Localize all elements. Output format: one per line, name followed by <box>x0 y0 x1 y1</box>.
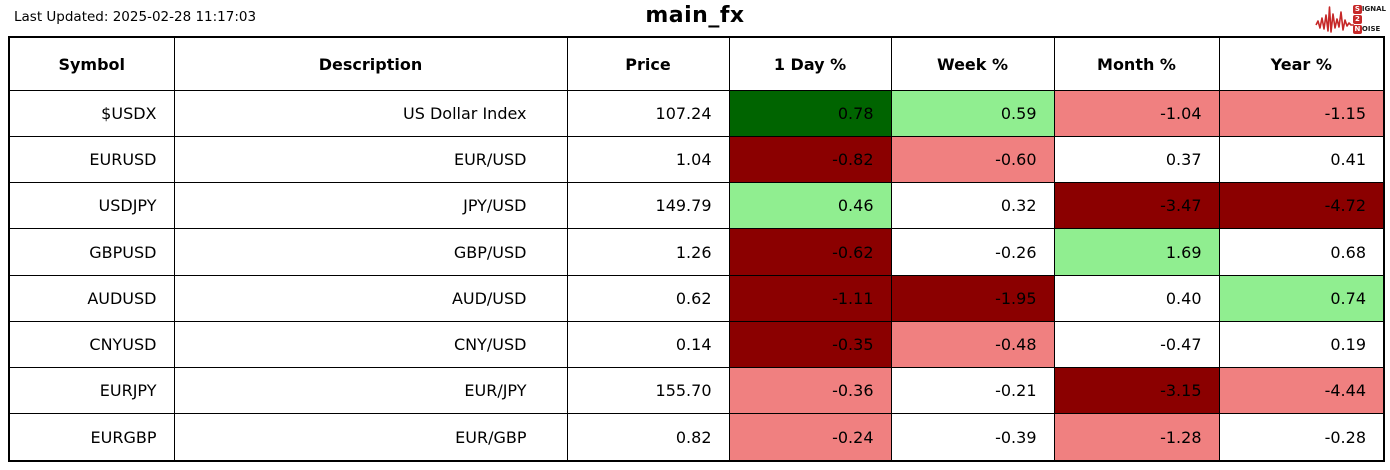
cell-price: 0.14 <box>566 320 730 368</box>
cell-price: 149.79 <box>566 182 730 230</box>
cell-symbol: EURGBP <box>8 413 175 462</box>
cell-1day-pct: -0.62 <box>728 228 892 276</box>
table-row: $USDX US Dollar Index 107.24 0.78 0.59 -1.04-… <box>8 89 1385 138</box>
logo-text: S IGNAL 2 N OISE <box>1352 4 1386 34</box>
cell-month-pct: -3.47 <box>1053 182 1220 230</box>
table-row: EURUSD EUR/USD 1.04 -0.82 -0.60 0.37 0.41 <box>8 136 1385 184</box>
cell-1day-pct: -0.24 <box>728 413 892 462</box>
top-bar: Last Updated: 2025-02-28 11:17:03 main_f… <box>0 0 1390 36</box>
cell-symbol: USDJPY <box>8 182 175 230</box>
cell-description: EUR/GBP <box>173 413 568 462</box>
cell-1day-pct: -0.35 <box>728 320 892 368</box>
fx-table-body: $USDX US Dollar Index 107.24 0.78 0.59 -1.04-… <box>8 89 1385 462</box>
col-header-1day-pct: 1 Day % <box>728 36 892 91</box>
cell-month-pct: -1.28 <box>1053 413 1220 462</box>
cell-week-pct: 0.59 <box>890 89 1055 138</box>
cell-week-pct: -1.95 <box>890 274 1055 322</box>
waveform-icon <box>1315 6 1354 33</box>
col-header-symbol: Symbol <box>8 36 175 91</box>
table-row: EURGBP EUR/GBP 0.82 -0.24 -0.39 -1.28 -0.28 <box>8 413 1385 462</box>
table-row: USDJPY JPY/USD 149.79 0.46 0.32 -3.47 -4.72 <box>8 182 1385 230</box>
table-row: CNYUSD CNY/USD 0.14 -0.35 -0.48 -0.47 0.19 <box>8 320 1385 368</box>
table-row: EURJPY EUR/JPY 155.70 -0.36 -0.21 -3.15 -4.44 <box>8 366 1385 415</box>
cell-symbol: EURUSD <box>8 136 175 184</box>
cell-1day-pct: 0.46 <box>728 182 892 230</box>
cell-price: 107.24 <box>566 89 730 138</box>
cell-symbol: CNYUSD <box>8 320 175 368</box>
col-header-price: Price <box>566 36 730 91</box>
col-header-description: Description <box>173 36 568 91</box>
col-header-month-pct: Month % <box>1053 36 1220 91</box>
cell-year-pct: 0.41 <box>1218 136 1385 184</box>
cell-symbol: AUDUSD <box>8 274 175 322</box>
cell-1day-pct: -1.11 <box>728 274 892 322</box>
cell-description: US Dollar Index <box>173 89 568 138</box>
cell-month-pct: -3.15 <box>1053 366 1220 415</box>
cell-price: 1.04 <box>566 136 730 184</box>
signal2noise-logo: S IGNAL 2 N OISE <box>1315 2 1386 36</box>
fx-table: Symbol Description Price 1 Day % Week % Month… <box>8 36 1385 462</box>
cell-year-pct: -4.72 <box>1218 182 1385 230</box>
cell-year-pct: -0.28 <box>1218 413 1385 462</box>
cell-month-pct: 1.69 <box>1053 228 1220 276</box>
cell-price: 0.82 <box>566 413 730 462</box>
cell-description: EUR/USD <box>173 136 568 184</box>
cell-description: CNY/USD <box>173 320 568 368</box>
table-row: AUDUSD AUD/USD 0.62 -1.11 -1.95 0.40 0.74 <box>8 274 1385 322</box>
logo-signal-rest: IGNAL <box>1361 4 1386 13</box>
cell-year-pct: -1.15 <box>1218 89 1385 138</box>
cell-price: 0.62 <box>566 274 730 322</box>
page-title: main_fx <box>645 3 745 28</box>
cell-1day-pct: -0.82 <box>728 136 892 184</box>
cell-1day-pct: -0.36 <box>728 366 892 415</box>
cell-price: 155.70 <box>566 366 730 415</box>
header-row: Symbol Description Price 1 Day % Week % Month… <box>8 36 1385 91</box>
logo-badge-n: N <box>1352 24 1362 34</box>
cell-symbol: EURJPY <box>8 366 175 415</box>
col-header-year-pct: Year % <box>1218 36 1385 91</box>
cell-1day-pct: 0.78 <box>728 89 892 138</box>
cell-description: AUD/USD <box>173 274 568 322</box>
cell-year-pct: 0.68 <box>1218 228 1385 276</box>
cell-week-pct: -0.60 <box>890 136 1055 184</box>
logo-line-noise: N OISE <box>1352 24 1386 34</box>
cell-symbol: $USDX <box>8 89 175 138</box>
logo-noise-rest: OISE <box>1361 24 1381 33</box>
logo-badge-2: 2 <box>1352 14 1362 24</box>
cell-description: EUR/JPY <box>173 366 568 415</box>
cell-week-pct: -0.21 <box>890 366 1055 415</box>
cell-week-pct: -0.48 <box>890 320 1055 368</box>
cell-week-pct: 0.32 <box>890 182 1055 230</box>
cell-symbol: GBPUSD <box>8 228 175 276</box>
cell-year-pct: -4.44 <box>1218 366 1385 415</box>
last-updated-text: Last Updated: 2025-02-28 11:17:03 <box>14 9 257 25</box>
cell-year-pct: 0.74 <box>1218 274 1385 322</box>
col-header-week-pct: Week % <box>890 36 1055 91</box>
logo-line-signal: S IGNAL <box>1352 4 1386 14</box>
cell-month-pct: -0.47 <box>1053 320 1220 368</box>
table-row: GBPUSD GBP/USD 1.26 -0.62 -0.26 1.69 0.68 <box>8 228 1385 276</box>
cell-week-pct: -0.26 <box>890 228 1055 276</box>
cell-month-pct: -1.04 <box>1053 89 1220 138</box>
cell-year-pct: 0.19 <box>1218 320 1385 368</box>
cell-price: 1.26 <box>566 228 730 276</box>
cell-description: GBP/USD <box>173 228 568 276</box>
cell-description: JPY/USD <box>173 182 568 230</box>
cell-month-pct: 0.37 <box>1053 136 1220 184</box>
logo-badge-s: S <box>1352 4 1362 14</box>
cell-week-pct: -0.39 <box>890 413 1055 462</box>
logo-line-two: 2 <box>1352 14 1386 24</box>
cell-month-pct: 0.40 <box>1053 274 1220 322</box>
